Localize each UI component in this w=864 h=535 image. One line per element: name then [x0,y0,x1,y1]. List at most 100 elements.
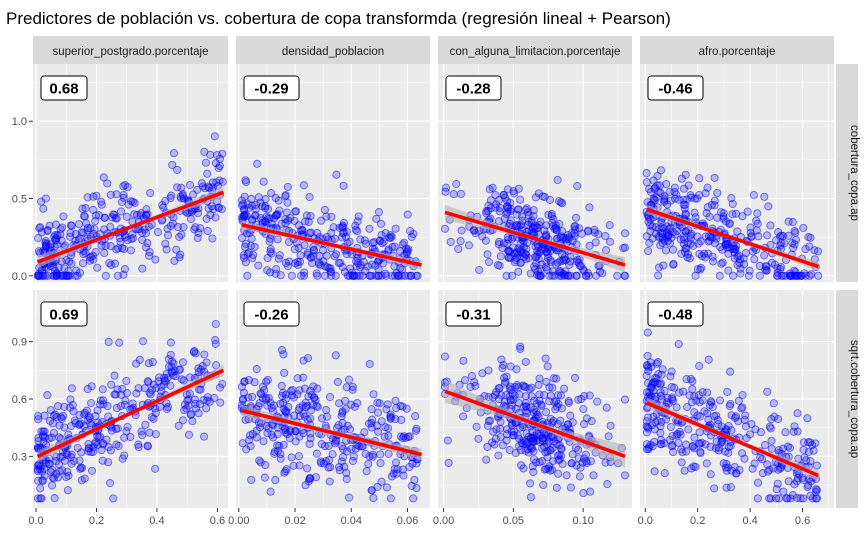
data-point [377,219,386,228]
data-point [312,449,321,458]
data-point [377,477,386,486]
data-point [676,430,685,439]
data-point [772,485,781,494]
data-point [384,431,393,440]
data-point [298,226,307,235]
data-point [105,479,115,488]
data-point [806,233,815,242]
data-point [252,365,261,374]
data-point [656,380,665,389]
data-point [41,194,50,203]
data-point [381,423,390,432]
data-point [674,339,683,349]
row-strip [836,64,858,282]
data-point [521,383,530,392]
data-point [488,393,498,402]
data-point [785,443,794,452]
data-point [376,450,385,459]
data-point [271,476,280,485]
data-point [747,232,756,241]
data-point [695,412,704,421]
data-point [516,195,525,204]
data-point [130,210,139,219]
data-point [40,471,49,481]
x-tick-label: 0.4 [742,515,757,527]
data-point [111,390,120,399]
pearson-r-value: -0.48 [658,307,692,324]
data-point [703,203,712,212]
data-point [686,191,695,200]
data-point [668,396,678,405]
data-point [494,240,503,249]
data-point [89,205,98,214]
data-point [801,245,810,254]
data-point [593,397,602,406]
data-point [804,438,813,447]
data-point [367,405,376,414]
data-point [734,396,743,405]
data-point [47,481,57,490]
data-point [542,408,551,417]
data-point [287,453,296,462]
data-point [767,415,776,424]
data-point [456,189,466,198]
data-point [211,159,220,168]
data-point [247,475,256,484]
data-point [668,431,677,441]
data-point [57,271,66,280]
data-point [766,494,775,503]
data-point [716,242,725,252]
y-tick-label: 0.6 [12,394,27,406]
data-point [680,466,689,475]
data-point [789,271,798,280]
data-point [695,439,705,448]
data-point [274,446,283,455]
data-point [348,456,357,466]
pearson-label: -0.31 [445,301,502,327]
regression-line [36,190,225,264]
data-point [791,235,801,244]
data-point [374,208,383,217]
data-point [644,246,653,256]
data-point [293,260,302,270]
data-point [753,209,762,218]
data-point [459,412,468,421]
x-tick-label: 0.00 [433,515,454,527]
data-point [162,245,171,254]
data-point [97,200,106,209]
data-point [688,385,697,394]
data-point [34,412,43,421]
data-point [563,420,572,429]
data-point [185,180,195,190]
data-point [67,459,76,468]
data-point [120,451,129,460]
data-point [679,232,688,241]
data-point [118,384,127,393]
data-point [86,224,95,233]
data-point [84,440,93,449]
data-point [92,191,101,200]
data-point [107,380,116,389]
x-tick-label: 0.02 [284,515,305,527]
data-point [77,228,86,237]
data-point [412,484,421,493]
data-point [281,215,290,224]
data-point [681,170,690,179]
data-point [294,243,303,252]
data-point [715,396,725,405]
data-point [175,253,184,262]
data-point [511,255,520,264]
data-point [386,231,395,240]
data-point [674,438,683,447]
y-tick-label: 1.0 [12,116,27,128]
data-point [521,357,530,366]
data-point [208,234,217,243]
data-point [538,192,547,201]
data-point [330,439,340,448]
data-point [348,382,357,391]
data-point [491,191,500,200]
data-point [763,387,772,396]
data-point [684,425,693,434]
data-point [542,465,551,474]
data-point [329,223,338,232]
